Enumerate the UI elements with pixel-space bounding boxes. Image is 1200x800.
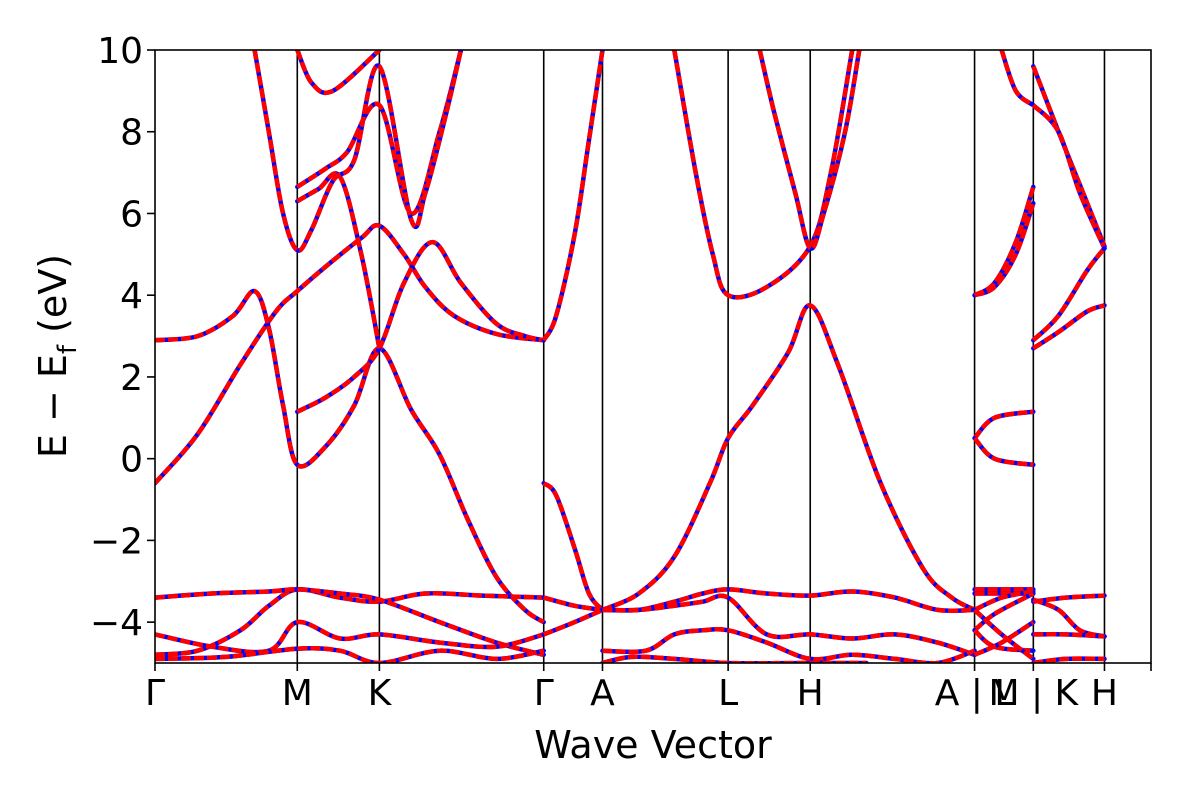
band-4-segment-2-fitted <box>542 607 604 637</box>
y-axis-title: E − Ef (eV) <box>31 254 83 458</box>
band-7-segment-1-fitted <box>1031 103 1107 250</box>
band-1-segment-2-fitted <box>601 303 976 612</box>
band-7-segment-7-fitted <box>1032 656 1105 663</box>
band-6-segment-1-fitted <box>973 186 1036 298</box>
y-axis-title-main: E − E <box>31 354 75 458</box>
band-lines <box>155 50 1107 663</box>
band-3-segment-2-fitted <box>155 619 545 655</box>
band-6-segment-3-fitted <box>972 436 1034 468</box>
y-tick-label: 2 <box>120 358 143 399</box>
band-7-segment-3-fitted <box>1031 246 1107 342</box>
y-axis-title-unit: (eV) <box>31 254 75 345</box>
x-tick-label: A <box>590 673 615 714</box>
x-tick-label: K <box>368 673 393 714</box>
x-tick-label: Γ <box>145 673 165 714</box>
band-4-segment-3-reference <box>600 587 977 614</box>
x-tick-label: M <box>282 673 313 714</box>
y-tick-label: 10 <box>97 31 143 72</box>
band-7-segment-2-fitted <box>1032 303 1106 351</box>
band-1-segment-1-fitted <box>542 481 605 612</box>
band-4-segment-4-fitted <box>602 593 976 657</box>
band-5-segment-1-fitted <box>757 50 862 251</box>
band-2-segment-4-fitted <box>252 50 464 253</box>
x-tick-label: H <box>1091 673 1118 714</box>
band-6-segment-2-fitted <box>972 409 1034 440</box>
x-axis-title: Wave Vector <box>534 723 772 767</box>
y-axis-title-subscript: f <box>53 344 83 354</box>
band-6-segment-9-fitted <box>973 620 1035 657</box>
band-2-segment-5-fitted <box>295 50 381 96</box>
y-tick-label: 6 <box>120 194 143 235</box>
y-tick-label: 0 <box>120 440 143 481</box>
band-7-segment-6-fitted <box>1033 632 1105 639</box>
x-tick-label: A | L <box>935 673 1015 714</box>
band-2-segment-1-fitted <box>296 239 545 414</box>
kpoint-separator-lines <box>296 50 1106 663</box>
y-tick-label: −2 <box>90 521 143 562</box>
band-4-segment-6-fitted <box>601 654 867 663</box>
band-4-segment-5-fitted <box>602 626 976 663</box>
plot-frame <box>154 49 1152 664</box>
y-tick-label: 8 <box>120 113 143 154</box>
band-2-segment-0-fitted <box>155 288 545 625</box>
band-4-segment-1-fitted <box>543 595 603 613</box>
y-axis-ticks: −4 −2 0 2 4 6 8 10 <box>90 31 155 644</box>
band-2-segment-3-fitted <box>296 50 464 216</box>
band-3-segment-3-fitted <box>155 646 545 663</box>
x-tick-label: H <box>797 673 824 714</box>
band-4-segment-0-fitted <box>541 50 605 342</box>
band-6-segment-7-fitted <box>973 591 1035 633</box>
x-tick-label: L <box>718 673 738 714</box>
band-5-segment-0-fitted <box>672 50 855 300</box>
band-6-segment-10-fitted <box>973 608 1035 661</box>
band-6-segment-11-fitted <box>999 50 1035 108</box>
y-tick-label: 4 <box>120 276 143 317</box>
band-2-segment-2-fitted <box>296 171 382 349</box>
y-tick-label: −4 <box>90 603 143 644</box>
band-3-segment-1-fitted <box>155 587 545 657</box>
band-6-segment-6-fitted <box>973 589 1034 612</box>
x-tick-label: M | K <box>988 673 1079 714</box>
x-tick-label: Γ <box>534 673 554 714</box>
